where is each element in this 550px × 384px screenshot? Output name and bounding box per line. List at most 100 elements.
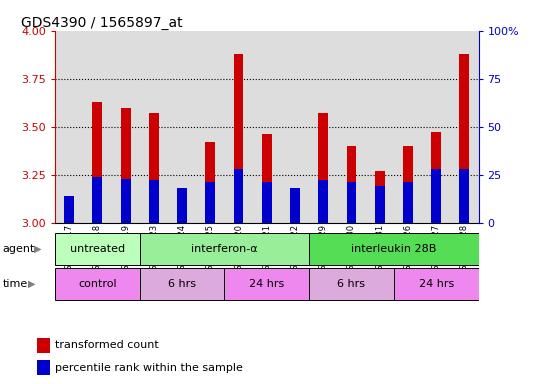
Bar bbox=[149, 180, 159, 223]
Text: 24 hrs: 24 hrs bbox=[249, 279, 284, 289]
Text: ▶: ▶ bbox=[28, 279, 35, 289]
Bar bbox=[37, 360, 50, 375]
Bar bbox=[309, 268, 394, 300]
Bar bbox=[92, 177, 102, 223]
Bar bbox=[149, 113, 159, 223]
Text: 6 hrs: 6 hrs bbox=[338, 279, 365, 289]
Text: time: time bbox=[3, 279, 28, 289]
Bar bbox=[459, 169, 469, 223]
Bar bbox=[64, 200, 74, 223]
Text: ▶: ▶ bbox=[34, 244, 42, 254]
Bar bbox=[234, 169, 244, 223]
Bar bbox=[205, 142, 215, 223]
Bar bbox=[234, 54, 244, 223]
Bar bbox=[262, 134, 272, 223]
Text: percentile rank within the sample: percentile rank within the sample bbox=[55, 362, 243, 373]
Bar bbox=[234, 169, 244, 223]
Bar bbox=[262, 182, 272, 223]
Bar bbox=[92, 102, 102, 223]
Bar bbox=[337, 31, 366, 223]
Bar bbox=[196, 31, 224, 223]
Bar bbox=[403, 182, 413, 223]
Bar bbox=[375, 186, 384, 223]
Bar bbox=[346, 182, 356, 223]
Bar bbox=[366, 31, 394, 223]
Bar bbox=[64, 196, 74, 223]
Bar bbox=[177, 188, 187, 223]
Bar bbox=[55, 31, 83, 223]
Bar bbox=[318, 113, 328, 223]
Bar bbox=[346, 146, 356, 223]
Bar bbox=[120, 108, 130, 223]
Bar bbox=[309, 233, 478, 265]
Text: 6 hrs: 6 hrs bbox=[168, 279, 196, 289]
Bar bbox=[403, 146, 413, 223]
Text: interferon-α: interferon-α bbox=[191, 244, 258, 254]
Text: transformed count: transformed count bbox=[55, 340, 158, 350]
Bar bbox=[83, 31, 112, 223]
Bar bbox=[290, 188, 300, 223]
Bar bbox=[431, 169, 441, 223]
Bar bbox=[318, 180, 328, 223]
Bar bbox=[177, 188, 187, 223]
Bar bbox=[177, 188, 187, 223]
Bar bbox=[375, 171, 384, 223]
Bar bbox=[290, 188, 300, 223]
Bar bbox=[262, 134, 272, 223]
Bar bbox=[120, 179, 130, 223]
Bar bbox=[450, 31, 478, 223]
Bar bbox=[149, 180, 159, 223]
Text: interleukin 28B: interleukin 28B bbox=[351, 244, 437, 254]
Bar bbox=[346, 146, 356, 223]
Bar bbox=[318, 180, 328, 223]
Bar bbox=[394, 31, 422, 223]
Bar bbox=[168, 31, 196, 223]
Bar bbox=[309, 31, 337, 223]
Bar bbox=[92, 102, 102, 223]
Text: GDS4390 / 1565897_at: GDS4390 / 1565897_at bbox=[21, 16, 183, 30]
Text: control: control bbox=[78, 279, 117, 289]
Bar bbox=[64, 196, 74, 223]
Bar bbox=[55, 268, 140, 300]
Bar bbox=[394, 268, 478, 300]
Bar bbox=[120, 108, 130, 223]
Bar bbox=[205, 182, 215, 223]
Bar bbox=[346, 182, 356, 223]
Bar bbox=[37, 338, 50, 353]
Bar bbox=[140, 233, 309, 265]
Bar bbox=[318, 113, 328, 223]
Bar bbox=[459, 54, 469, 223]
Bar bbox=[459, 54, 469, 223]
Bar bbox=[403, 182, 413, 223]
Bar bbox=[177, 188, 187, 223]
Text: 24 hrs: 24 hrs bbox=[419, 279, 454, 289]
Bar bbox=[252, 31, 281, 223]
Bar bbox=[224, 31, 252, 223]
Bar bbox=[459, 169, 469, 223]
Bar bbox=[55, 233, 140, 265]
Bar bbox=[149, 113, 159, 223]
Text: agent: agent bbox=[3, 244, 35, 254]
Bar bbox=[140, 31, 168, 223]
Bar bbox=[205, 142, 215, 223]
Text: untreated: untreated bbox=[70, 244, 125, 254]
Bar bbox=[375, 171, 384, 223]
Bar bbox=[234, 54, 244, 223]
Bar bbox=[112, 31, 140, 223]
Bar bbox=[224, 268, 309, 300]
Bar bbox=[403, 146, 413, 223]
Bar bbox=[262, 182, 272, 223]
Bar bbox=[290, 188, 300, 223]
Bar bbox=[431, 169, 441, 223]
Bar bbox=[92, 177, 102, 223]
Bar bbox=[290, 188, 300, 223]
Bar bbox=[140, 268, 224, 300]
Bar bbox=[205, 182, 215, 223]
Bar bbox=[120, 179, 130, 223]
Bar bbox=[64, 200, 74, 223]
Bar bbox=[375, 186, 384, 223]
Bar bbox=[431, 132, 441, 223]
Bar bbox=[431, 132, 441, 223]
Bar bbox=[281, 31, 309, 223]
Bar bbox=[422, 31, 450, 223]
